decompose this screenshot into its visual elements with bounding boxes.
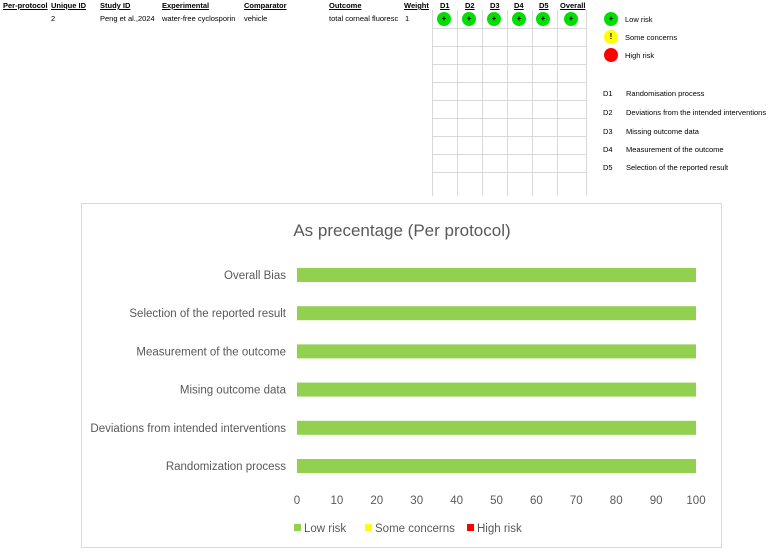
row-unique-id: 2 xyxy=(51,14,56,23)
x-tick-label: 10 xyxy=(331,495,344,507)
x-tick-label: 80 xyxy=(610,495,623,507)
bar xyxy=(297,459,696,473)
x-tick-label: 60 xyxy=(530,495,543,507)
grid-line xyxy=(586,10,587,196)
domain-label-d1: Randomisation process xyxy=(626,89,705,98)
low-risk-icon: + xyxy=(604,12,618,26)
grid-line xyxy=(432,28,587,29)
header-d3: D3 xyxy=(490,1,500,10)
grid-line xyxy=(432,172,587,173)
high-risk-icon xyxy=(604,48,618,62)
judgement-d4-icon: + xyxy=(512,12,526,26)
bar xyxy=(297,344,696,359)
grid-line xyxy=(432,118,587,119)
x-tick-label: 30 xyxy=(410,495,423,507)
domain-key-d5: D5 xyxy=(603,163,613,172)
header-comparator: Comparator xyxy=(244,1,287,10)
legend-label: Some concerns xyxy=(375,523,455,535)
x-tick-label: 70 xyxy=(570,495,583,507)
grid-line xyxy=(482,10,483,196)
x-tick-label: 40 xyxy=(450,495,463,507)
legend-low-risk-label: Low risk xyxy=(625,15,653,24)
grid-line xyxy=(432,82,587,83)
some-concerns-icon: ! xyxy=(604,30,618,44)
header-unique-id: Unique ID xyxy=(51,1,86,10)
grid-line xyxy=(432,100,587,101)
domain-key-d2: D2 xyxy=(603,108,613,117)
domain-key-d4: D4 xyxy=(603,145,613,154)
legend-label: High risk xyxy=(477,523,522,535)
grid-line xyxy=(432,136,587,137)
judgement-d1-icon: + xyxy=(437,12,451,26)
bar xyxy=(297,382,696,397)
summary-chart: As precentage (Per protocol) Overall Bia… xyxy=(81,203,722,548)
category-label: Measurement of the outcome xyxy=(136,346,286,358)
x-tick-label: 20 xyxy=(370,495,383,507)
legend-label: Low risk xyxy=(304,523,346,535)
chart-title: As precentage (Per protocol) xyxy=(293,221,510,240)
row-study-id: Peng et al.,2024 xyxy=(100,14,155,23)
grid-line xyxy=(432,64,587,65)
judgement-d5-icon: + xyxy=(536,12,550,26)
domain-label-d4: Measurement of the outcome xyxy=(626,145,724,154)
header-outcome: Outcome xyxy=(329,1,362,10)
x-tick-label: 0 xyxy=(294,495,300,507)
domain-key-d3: D3 xyxy=(603,127,613,136)
legend-swatch xyxy=(294,524,301,531)
category-label: Selection of the reported result xyxy=(129,308,286,320)
category-label: Randomization process xyxy=(166,461,286,473)
bar xyxy=(297,268,696,282)
grid-line xyxy=(457,10,458,196)
legend-high-risk-label: High risk xyxy=(625,51,655,60)
grid-line xyxy=(432,154,587,155)
domain-key-d1: D1 xyxy=(603,89,613,98)
x-tick-label: 50 xyxy=(490,495,503,507)
judgement-overall-icon: + xyxy=(564,12,578,26)
judgement-d3-icon: + xyxy=(487,12,501,26)
header-experimental: Experimental xyxy=(162,1,210,10)
grid-line xyxy=(532,10,533,196)
header-d5: D5 xyxy=(539,1,549,10)
header-d1: D1 xyxy=(440,1,450,10)
header-weight: Weight xyxy=(404,1,429,10)
legend-swatch xyxy=(467,524,474,531)
header-d4: D4 xyxy=(514,1,524,10)
row-weight: 1 xyxy=(405,14,410,23)
bar xyxy=(297,420,696,435)
domain-label-d3: Missing outcome data xyxy=(626,127,699,136)
bar xyxy=(297,306,696,321)
domain-label-d5: Selection of the reported result xyxy=(626,163,729,172)
judgement-d2-icon: + xyxy=(462,12,476,26)
grid-line xyxy=(557,10,558,196)
grid-line xyxy=(432,10,433,196)
header-overall: Overall xyxy=(560,1,586,10)
row-experimental: water-free cyclosporin xyxy=(162,14,236,23)
row-comparator: vehicle xyxy=(244,14,268,23)
summary-chart-svg: As precentage (Per protocol) Overall Bia… xyxy=(90,221,705,535)
header-d2: D2 xyxy=(465,1,475,10)
domain-label-d2: Deviations from the intended interventio… xyxy=(626,108,767,117)
header-per-protocol: Per-protocol xyxy=(3,1,48,10)
grid-line xyxy=(432,46,587,47)
category-label: Mising outcome data xyxy=(180,385,287,397)
row-outcome: total corneal fluoresc xyxy=(329,14,399,23)
x-tick-label: 90 xyxy=(650,495,663,507)
x-tick-label: 100 xyxy=(686,495,705,507)
header-study-id: Study ID xyxy=(100,1,131,10)
legend-some-concerns-label: Some concerns xyxy=(625,33,678,42)
category-label: Overall Bias xyxy=(224,270,286,282)
legend-swatch xyxy=(365,524,372,531)
grid-line xyxy=(507,10,508,196)
category-label: Deviations from intended interventions xyxy=(90,423,286,435)
